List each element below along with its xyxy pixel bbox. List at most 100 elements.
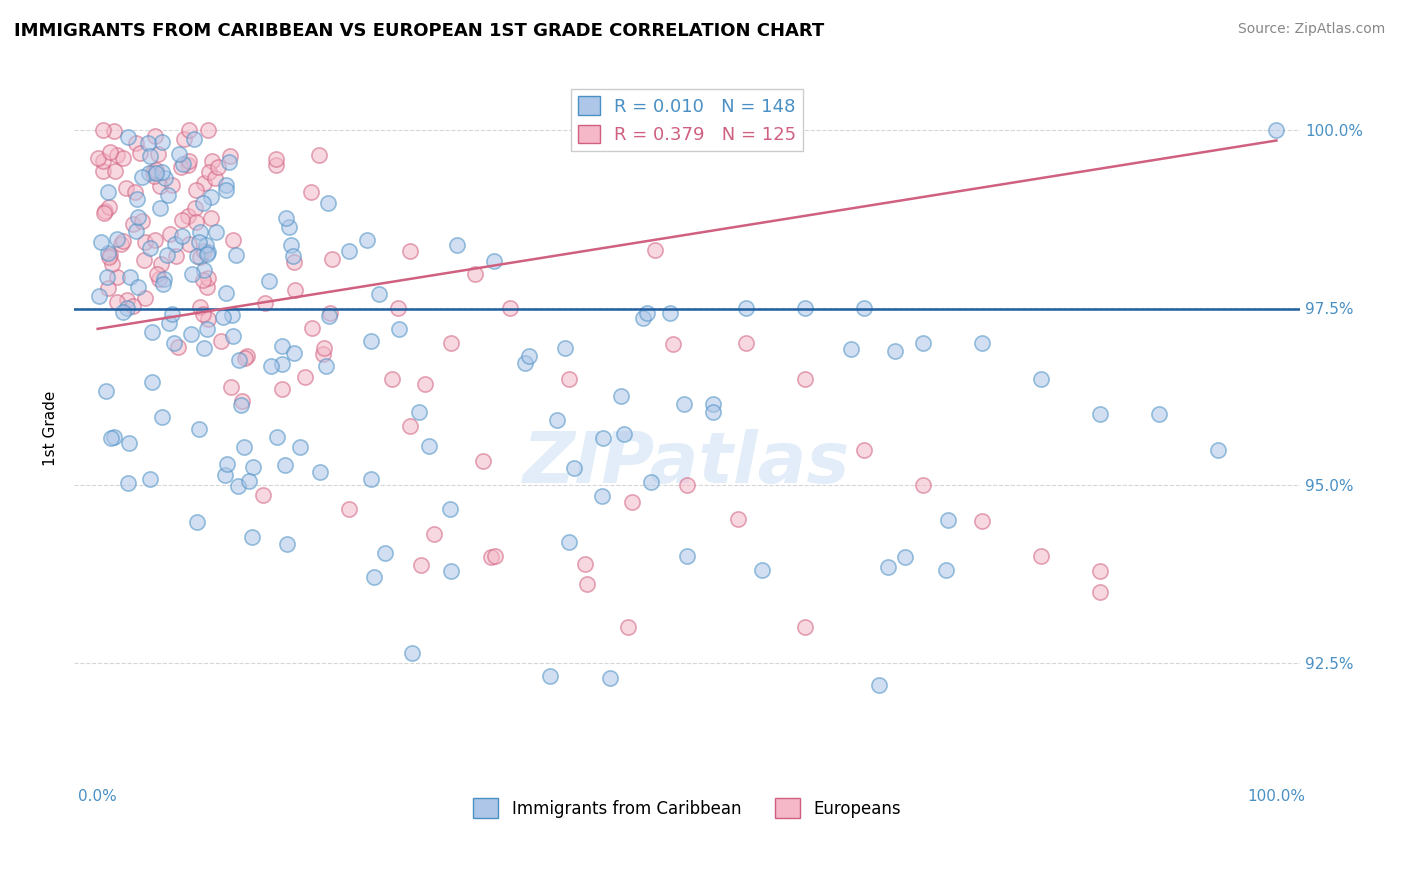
- Point: [337, 501, 360, 516]
- Point: [238, 474, 260, 488]
- Point: [281, 248, 304, 262]
- Point: [165, 248, 187, 262]
- Point: [91, 154, 114, 169]
- Point: [143, 128, 166, 143]
- Point: [283, 345, 305, 359]
- Point: [105, 147, 128, 161]
- Point: [266, 430, 288, 444]
- Point: [132, 253, 155, 268]
- Point: [499, 301, 522, 315]
- Point: [620, 494, 643, 508]
- Point: [440, 564, 463, 578]
- Point: [131, 170, 153, 185]
- Point: [149, 201, 172, 215]
- Point: [463, 267, 485, 281]
- Point: [252, 488, 274, 502]
- Point: [260, 359, 283, 374]
- Text: Source: ZipAtlas.com: Source: ZipAtlas.com: [1237, 22, 1385, 37]
- Point: [661, 336, 683, 351]
- Point: [167, 147, 190, 161]
- Point: [146, 146, 169, 161]
- Point: [215, 178, 238, 192]
- Point: [538, 669, 561, 683]
- Point: [970, 514, 993, 528]
- Point: [283, 255, 305, 269]
- Point: [308, 147, 330, 161]
- Point: [179, 154, 201, 169]
- Point: [271, 357, 294, 371]
- Point: [877, 559, 900, 574]
- Point: [672, 397, 695, 411]
- Point: [288, 440, 311, 454]
- Point: [793, 371, 815, 385]
- Point: [576, 577, 599, 591]
- Point: [146, 268, 169, 282]
- Point: [215, 183, 238, 197]
- Point: [193, 342, 215, 356]
- Point: [676, 478, 699, 492]
- Point: [513, 356, 536, 370]
- Point: [141, 325, 163, 339]
- Point: [198, 165, 221, 179]
- Point: [312, 341, 335, 355]
- Point: [360, 334, 382, 349]
- Point: [205, 225, 228, 239]
- Point: [195, 322, 218, 336]
- Point: [90, 235, 112, 250]
- Point: [176, 209, 198, 223]
- Point: [418, 439, 440, 453]
- Point: [193, 244, 215, 258]
- Point: [180, 327, 202, 342]
- Point: [702, 397, 724, 411]
- Point: [184, 183, 207, 197]
- Point: [148, 272, 170, 286]
- Point: [100, 256, 122, 270]
- Point: [97, 246, 120, 260]
- Point: [472, 454, 495, 468]
- Point: [97, 200, 120, 214]
- Point: [98, 145, 121, 160]
- Point: [183, 201, 205, 215]
- Point: [117, 475, 139, 490]
- Point: [229, 398, 252, 412]
- Point: [114, 181, 136, 195]
- Point: [145, 162, 167, 177]
- Point: [751, 563, 773, 577]
- Point: [200, 190, 222, 204]
- Point: [253, 295, 276, 310]
- Point: [134, 235, 156, 249]
- Point: [439, 502, 461, 516]
- Point: [558, 371, 581, 385]
- Point: [191, 195, 214, 210]
- Point: [184, 215, 207, 229]
- Point: [93, 203, 115, 218]
- Point: [868, 678, 890, 692]
- Point: [201, 153, 224, 168]
- Point: [381, 371, 404, 385]
- Point: [1029, 549, 1052, 564]
- Point: [131, 213, 153, 227]
- Point: [188, 235, 211, 249]
- Point: [141, 376, 163, 390]
- Point: [446, 238, 468, 252]
- Point: [112, 304, 135, 318]
- Point: [193, 176, 215, 190]
- Point: [187, 422, 209, 436]
- Point: [617, 620, 640, 634]
- Point: [167, 340, 190, 354]
- Point: [1206, 442, 1229, 457]
- Point: [884, 343, 907, 358]
- Point: [139, 240, 162, 254]
- Point: [592, 431, 614, 445]
- Point: [191, 273, 214, 287]
- Point: [387, 301, 409, 315]
- Point: [399, 244, 422, 258]
- Point: [274, 211, 297, 225]
- Point: [104, 163, 127, 178]
- Point: [484, 549, 506, 563]
- Point: [145, 166, 167, 180]
- Point: [165, 237, 187, 252]
- Point: [188, 250, 211, 264]
- Point: [96, 270, 118, 285]
- Point: [124, 185, 146, 199]
